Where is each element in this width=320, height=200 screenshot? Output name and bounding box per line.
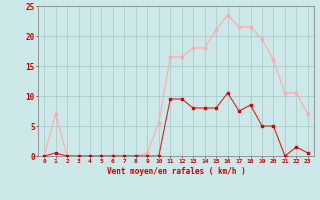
X-axis label: Vent moyen/en rafales ( km/h ): Vent moyen/en rafales ( km/h ) xyxy=(107,167,245,176)
